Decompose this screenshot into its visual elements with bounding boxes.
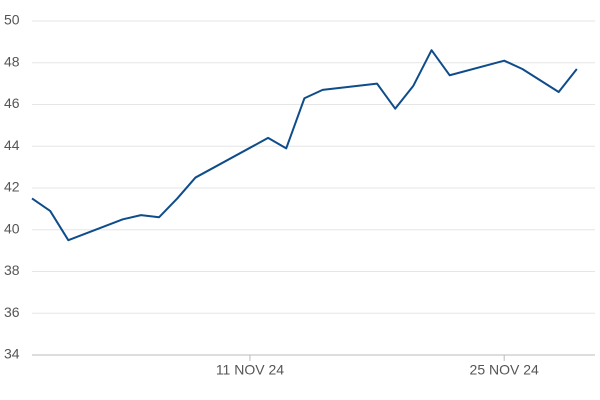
y-tick-label: 38: [4, 262, 20, 278]
y-tick-label: 44: [4, 137, 20, 153]
y-tick-label: 40: [4, 220, 20, 236]
y-tick-label: 36: [4, 304, 20, 320]
y-tick-label: 48: [4, 53, 20, 69]
x-tick-label: 25 NOV 24: [470, 362, 539, 378]
line: [31, 49, 578, 242]
y-tick-label: 50: [4, 12, 20, 28]
y-tick-label: 42: [4, 179, 20, 195]
y-tick-label: 46: [4, 95, 20, 111]
y-tick-label: 34: [4, 346, 20, 362]
x-tick-label: 11 NOV 24: [216, 362, 284, 378]
